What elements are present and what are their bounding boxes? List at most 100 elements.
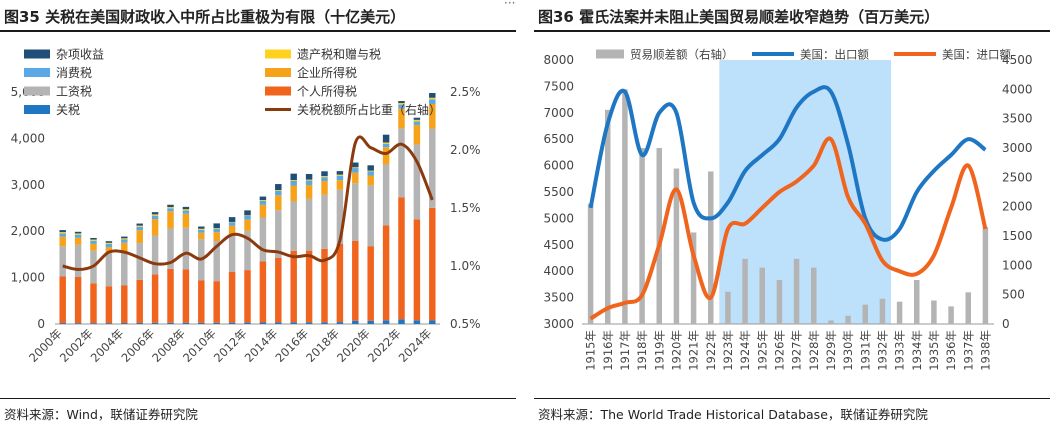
y-right-tick-label: 1500 (1002, 229, 1033, 243)
bar-segment (321, 322, 328, 324)
surplus-bar (879, 298, 886, 324)
bar-segment (275, 195, 282, 211)
bar-segment (167, 268, 174, 323)
bar-segment (305, 198, 313, 251)
bar-segment (121, 238, 128, 240)
bar-segment (259, 196, 267, 201)
bar-segment (321, 194, 328, 249)
bar-segment (413, 144, 421, 220)
bar-segment (336, 180, 344, 190)
bar-segment (182, 269, 190, 323)
y-tick-label: 6500 (543, 132, 574, 146)
bar-segment (74, 276, 82, 324)
right-chart-title: 图36 霍氏法案并未阻止美国贸易顺差收窄趋势（百万美元） (538, 8, 940, 26)
x-tick-label: 1932年 (875, 330, 889, 371)
y-right-tick-label: 2500 (1002, 170, 1033, 184)
bar-segment (59, 230, 66, 233)
bar-segment (74, 237, 82, 245)
bar-segment (151, 235, 159, 275)
export-line (588, 85, 987, 242)
legend-swatch (265, 86, 291, 96)
bar-segment (59, 323, 66, 324)
bar-segment (429, 93, 436, 98)
bar-segment (90, 237, 97, 240)
x-tick-label: 1931年 (858, 330, 872, 371)
bar-segment (367, 171, 374, 176)
surplus-bar (845, 315, 851, 324)
x-tick-label: 1925年 (755, 330, 769, 371)
right-chart-panel: 图36 霍氏法案并未阻止美国贸易顺差收窄趋势（百万美元） 3000 3500 400… (534, 0, 1054, 425)
right-source-rule (534, 398, 1050, 399)
bar-segment (259, 200, 267, 205)
surplus-bar (776, 280, 783, 324)
bar-segment (413, 124, 421, 145)
surplus-bar (828, 320, 834, 324)
bar-segment (136, 322, 143, 324)
x-tick-label: 1927年 (790, 330, 804, 371)
bar-segment (352, 183, 359, 241)
bar-segment (74, 233, 82, 235)
bar-segment (398, 319, 405, 324)
y-right-tick-label: 2.5% (450, 85, 481, 99)
bar-segment (167, 204, 174, 208)
x-tick-label: 1923年 (721, 330, 735, 371)
bar-segment (136, 225, 143, 227)
surplus-bar (862, 304, 868, 324)
bar-segment (398, 197, 405, 320)
bar-segment (367, 165, 374, 171)
x-tick-label: 1930年 (841, 330, 855, 371)
tariff-share-line (62, 135, 434, 272)
bar-segment (336, 243, 344, 323)
bar-segment (121, 236, 128, 239)
surplus-bar (793, 258, 800, 324)
y-tick-label: 7500 (543, 79, 574, 93)
surplus-bar (622, 89, 628, 324)
bar-segment (259, 200, 267, 201)
y-right-tick-label: 1.0% (450, 259, 481, 273)
legend-swatch (24, 68, 50, 77)
x-tick-label: 2020年 (334, 326, 373, 365)
x-tick-label: 1920年 (669, 330, 683, 371)
x-tick-label: 2014年 (242, 326, 281, 365)
bar-segment (429, 99, 436, 104)
bar-segment (105, 247, 113, 254)
y-right-tick-label: 1000 (1002, 258, 1033, 272)
bar-segment (336, 175, 344, 181)
bar-segment (429, 207, 436, 321)
x-tick-label: 2012年 (211, 326, 250, 365)
left-title-rule (0, 30, 516, 32)
legend-swatch (24, 49, 50, 59)
surplus-bar (982, 227, 989, 324)
bar-segment (228, 222, 236, 226)
bar-segment (90, 243, 97, 251)
legend-label: 贸易顺差额（右轴） (630, 48, 734, 62)
surplus-bar (931, 300, 937, 324)
bar-segment (105, 286, 113, 324)
bar-segment (136, 223, 143, 226)
bar-segment (398, 128, 405, 198)
bar-segment (290, 173, 297, 181)
legend-swatch (265, 49, 291, 59)
bar-segment (105, 242, 113, 244)
surplus-bar (725, 291, 731, 324)
x-tick-label: 2000年 (26, 326, 65, 365)
bar-segment (59, 232, 66, 234)
x-tick-label: 1928年 (807, 330, 821, 371)
bar-segment (382, 225, 390, 321)
bar-segment (182, 206, 190, 210)
bar-segment (244, 270, 251, 323)
x-tick-label: 2022年 (365, 326, 404, 365)
bar-segment (198, 322, 205, 324)
y-tick-label: 2,000 (11, 224, 45, 238)
bar-segment (382, 320, 390, 324)
bar-segment (213, 229, 220, 233)
bar-segment (228, 272, 236, 323)
bar-segment (213, 228, 220, 230)
left-chart-svg: 01,0002,0003,0004,0005,0000.5%1.0%1.5%2.… (11, 48, 481, 365)
bar-segment (213, 240, 220, 282)
bar-segment (151, 212, 159, 215)
bar-segment (167, 322, 174, 324)
legend-swatch (24, 105, 50, 114)
bar-segment (429, 128, 436, 208)
left-chart-title: 图35 关税在美国财政收入中所占比重极为有限（十亿美元） (4, 8, 406, 26)
